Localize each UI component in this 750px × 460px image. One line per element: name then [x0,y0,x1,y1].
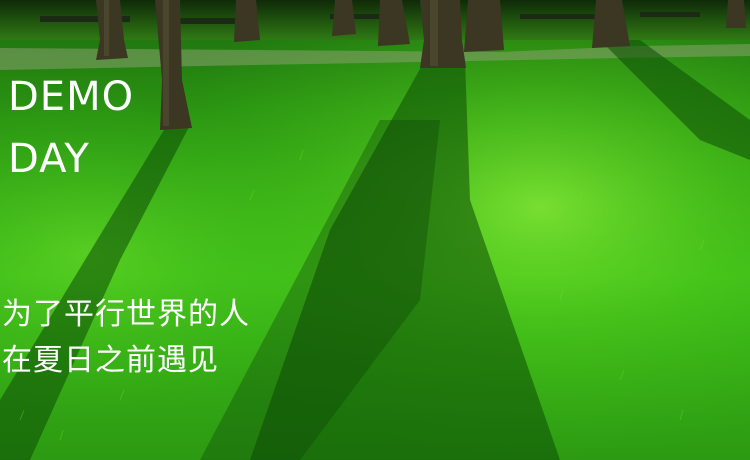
event-tagline-line-1: 为了平行世界的人 [2,297,250,332]
event-tagline: 为了平行世界的人 在夏日之前遇见 [2,292,250,384]
distant-benches [40,12,700,24]
event-title: DEMO DAY [8,66,134,190]
event-title-line-1: DEMO [8,74,135,120]
event-title-line-2: DAY [8,136,90,182]
event-tagline-line-2: 在夏日之前遇见 [2,343,219,378]
grass-texture [19,149,705,441]
footpath [0,44,750,70]
tree-shadows [0,40,750,460]
